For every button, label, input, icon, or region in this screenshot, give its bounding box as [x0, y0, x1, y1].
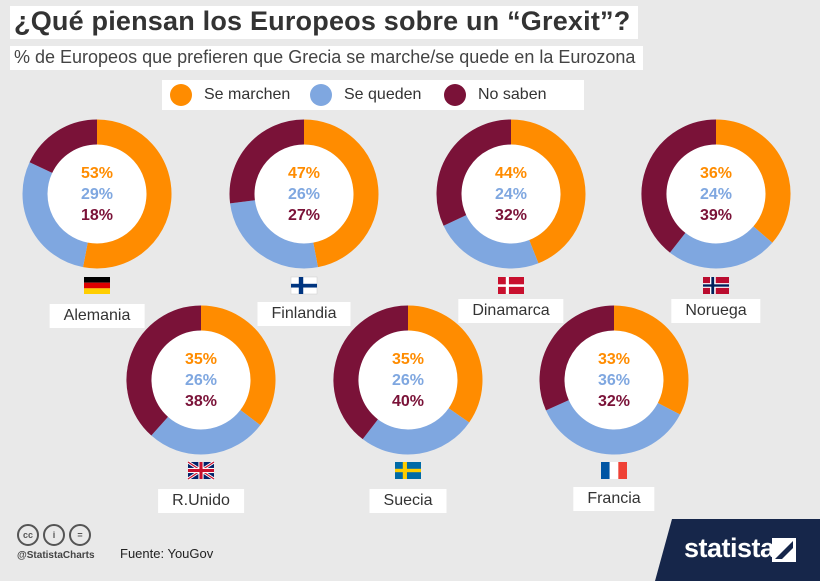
- donut-slice-se-queden: [362, 407, 470, 455]
- flag-stripe: [84, 277, 110, 283]
- pct-label-se-marchen: 47%: [288, 165, 320, 182]
- flag-suecia-icon: [395, 462, 421, 479]
- donut-slice-no-saben: [229, 119, 305, 204]
- donut-center: [151, 330, 251, 430]
- donut-slice-no-saben: [333, 305, 409, 440]
- donut-slice-no-saben: [436, 119, 512, 226]
- legend-swatch-queden: [310, 84, 332, 106]
- flag-cross: [498, 284, 524, 287]
- pct-label-no-saben: 27%: [288, 207, 320, 224]
- flag-cross: [188, 468, 214, 473]
- chart-subtitle: % de Europeos que prefieren que Grecia s…: [10, 46, 644, 70]
- pct-label-se-queden: 26%: [185, 372, 217, 389]
- donut-slice-se-marchen: [303, 119, 379, 268]
- pct-label-no-saben: 38%: [185, 393, 217, 410]
- country-label-finlandia: Finlandia: [257, 302, 351, 326]
- donut-slice-se-queden: [230, 199, 318, 269]
- donut-dinamarca: 44% 24% 32%: [436, 119, 586, 269]
- donut-center: [461, 144, 561, 244]
- donut-slice-se-marchen: [200, 305, 276, 426]
- flag-alemania-icon: [84, 277, 110, 294]
- statista-logo-icon: [772, 538, 796, 562]
- legend-swatch-nosaben: [444, 84, 466, 106]
- donut-slice-se-marchen: [83, 119, 172, 269]
- donut-slice-se-queden: [443, 214, 539, 269]
- donut-center: [564, 330, 664, 430]
- pct-label-se-marchen: 35%: [185, 351, 217, 368]
- flag-stripe: [618, 462, 627, 479]
- equals-icon: =: [69, 524, 91, 546]
- source-note: Fuente: YouGov: [120, 546, 214, 561]
- donut-noruega: 36% 24% 39%: [641, 119, 791, 269]
- twitter-handle: @StatistaCharts: [17, 550, 95, 561]
- pct-label-se-marchen: 35%: [392, 351, 424, 368]
- pct-label-no-saben: 32%: [598, 393, 630, 410]
- donut-slice-no-saben: [641, 119, 717, 253]
- pct-label-se-queden: 26%: [288, 186, 320, 203]
- donut-slice-se-marchen: [510, 119, 586, 264]
- flag-noruega-icon: [703, 277, 729, 294]
- donut-center: [254, 144, 354, 244]
- flag-cross: [395, 468, 421, 473]
- donut-finlandia: 47% 26% 27%: [229, 119, 379, 269]
- country-label-alemania: Alemania: [49, 304, 145, 328]
- pct-label-se-queden: 24%: [700, 186, 732, 203]
- pct-label-no-saben: 18%: [81, 207, 113, 224]
- country-label-r-unido: R.Unido: [158, 489, 244, 513]
- pct-label-se-marchen: 36%: [700, 165, 732, 182]
- donut-slice-se-queden: [22, 162, 89, 268]
- legend: Se marchen Se queden No saben: [162, 80, 584, 110]
- cc-icon: cc: [17, 524, 39, 546]
- donut-slice-se-queden: [545, 399, 680, 455]
- donut-slice-se-queden: [151, 409, 261, 455]
- chart-title: ¿Qué piensan los Europeos sobre un “Grex…: [10, 6, 639, 39]
- donut-center: [666, 144, 766, 244]
- flag-cross: [703, 284, 729, 287]
- legend-label-queden: Se queden: [344, 86, 422, 103]
- donut-center: [358, 330, 458, 430]
- pct-label-se-queden: 26%: [392, 372, 424, 389]
- pct-label-no-saben: 32%: [495, 207, 527, 224]
- country-label-noruega: Noruega: [671, 299, 761, 323]
- flag-stripe: [84, 282, 110, 289]
- flag-cross: [291, 283, 317, 288]
- pct-label-se-marchen: 33%: [598, 351, 630, 368]
- person-icon: i: [43, 524, 65, 546]
- donut-slice-se-marchen: [613, 305, 689, 415]
- donut-slice-se-marchen: [715, 119, 791, 243]
- country-label-suecia: Suecia: [369, 489, 447, 513]
- legend-label-marchen: Se marchen: [204, 86, 291, 103]
- legend-label-nosaben: No saben: [478, 86, 547, 103]
- flag-stripe: [84, 288, 110, 294]
- flag-finlandia-icon: [290, 276, 318, 295]
- country-label-dinamarca: Dinamarca: [458, 299, 564, 323]
- pct-label-no-saben: 39%: [700, 207, 732, 224]
- pct-label-se-queden: 29%: [81, 186, 113, 203]
- donut-slice-se-marchen: [407, 305, 483, 423]
- flag-stripe: [609, 462, 619, 479]
- donut-slice-no-saben: [29, 119, 98, 174]
- flag-r-unido-icon: [187, 460, 215, 481]
- pct-label-no-saben: 40%: [392, 393, 424, 410]
- donut-francia: 33% 36% 32%: [539, 305, 689, 455]
- donut-alemania: 53% 29% 18%: [22, 119, 172, 269]
- donut-center: [47, 144, 147, 244]
- flag-dinamarca-icon: [498, 277, 524, 294]
- donut-slice-no-saben: [126, 305, 202, 436]
- donut-r-unido: 35% 26% 38%: [126, 305, 276, 455]
- donut-suecia: 35% 26% 40%: [333, 305, 483, 455]
- country-label-francia: Francia: [573, 487, 655, 511]
- pct-label-se-marchen: 44%: [495, 165, 527, 182]
- donut-slice-no-saben: [539, 305, 615, 411]
- brand-logo-text: statista: [684, 533, 775, 563]
- flag-stripe: [601, 462, 610, 479]
- pct-label-se-queden: 24%: [495, 186, 527, 203]
- legend-swatch-marchen: [170, 84, 192, 106]
- pct-label-se-queden: 36%: [598, 372, 630, 389]
- donut-slice-se-queden: [669, 226, 773, 269]
- pct-label-se-marchen: 53%: [81, 165, 113, 182]
- flag-francia-icon: [601, 462, 627, 479]
